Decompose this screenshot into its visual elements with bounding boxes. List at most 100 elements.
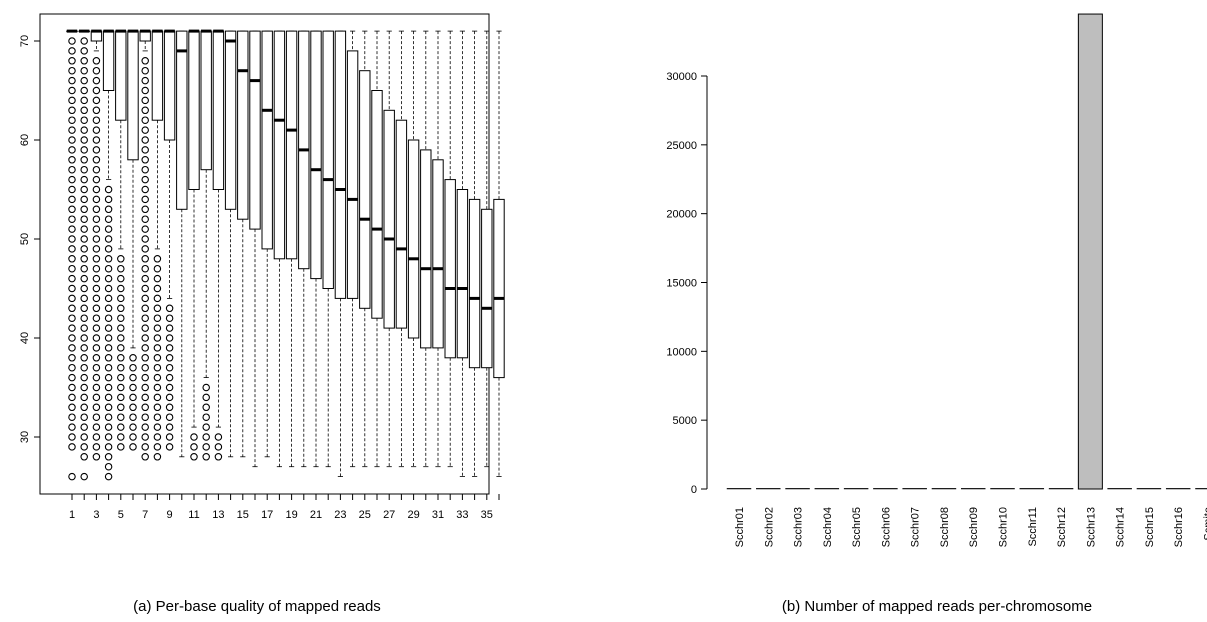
outlier-point xyxy=(68,235,76,243)
outlier-point xyxy=(202,423,210,431)
outlier-point xyxy=(214,453,223,461)
box-14 xyxy=(224,30,237,458)
outlier-point xyxy=(165,354,174,362)
outlier-point xyxy=(92,86,101,95)
outlier-point xyxy=(68,165,76,174)
outlier-point xyxy=(68,433,76,441)
x-tick-label: 3 xyxy=(93,509,99,521)
outlier-point xyxy=(165,314,174,322)
outlier-point xyxy=(80,136,88,144)
outlier-point xyxy=(92,136,101,144)
outlier-point xyxy=(80,215,88,223)
box-body xyxy=(224,30,237,210)
outlier-point xyxy=(129,413,137,421)
box-15 xyxy=(237,30,249,458)
box-21 xyxy=(310,30,322,468)
x-tick-label: 19 xyxy=(285,509,297,521)
outlier-point xyxy=(80,245,88,253)
outlier-point xyxy=(141,185,149,194)
outlier-point xyxy=(104,443,113,451)
outlier-point xyxy=(80,116,88,124)
box-body xyxy=(359,70,371,309)
outlier-point xyxy=(202,393,210,402)
x-tick-label: Scchr08 xyxy=(939,507,951,547)
outlier-point xyxy=(153,443,162,451)
outlier-point xyxy=(104,423,113,431)
bar-scchr11 xyxy=(1019,488,1045,490)
outlier-point xyxy=(202,413,210,421)
box-body xyxy=(334,30,347,299)
y-tick-label: 60 xyxy=(19,134,31,146)
bar-scchr10 xyxy=(990,488,1015,490)
outlier-point xyxy=(80,255,88,263)
bar-scchr03 xyxy=(785,488,810,490)
outlier-point xyxy=(92,116,101,124)
box-16 xyxy=(249,30,261,468)
outlier-point xyxy=(153,373,162,382)
outlier-point xyxy=(141,66,149,75)
outlier-point xyxy=(117,294,125,303)
outlier-point xyxy=(129,443,137,451)
outlier-point xyxy=(117,344,125,352)
x-tick-label: 33 xyxy=(456,509,468,521)
outlier-point xyxy=(153,334,162,342)
outlier-point xyxy=(117,423,125,431)
outlier-point xyxy=(68,146,76,154)
box-34 xyxy=(468,30,481,478)
y-tick-label: 20000 xyxy=(666,209,697,221)
bar-scchr05 xyxy=(843,488,869,490)
outlier-point xyxy=(92,334,101,342)
x-tick-label: Scmito xyxy=(1202,507,1207,541)
outlier-point xyxy=(92,383,101,392)
outlier-point xyxy=(129,354,137,362)
outlier-point xyxy=(80,37,88,45)
outlier-point xyxy=(153,255,162,263)
x-tick-label: Scchr12 xyxy=(1056,507,1068,547)
outlier-point xyxy=(68,413,76,421)
outlier-point xyxy=(80,284,88,293)
box-body xyxy=(407,139,420,339)
outlier-point xyxy=(92,185,101,194)
box-10 xyxy=(176,30,188,458)
outlier-point xyxy=(80,354,88,362)
outlier-point xyxy=(68,195,76,204)
outlier-point xyxy=(117,304,125,313)
outlier-point xyxy=(104,403,113,412)
outlier-point xyxy=(141,294,149,303)
outlier-point xyxy=(80,294,88,303)
outlier-point xyxy=(202,383,210,392)
outlier-point xyxy=(104,264,113,273)
outlier-point xyxy=(68,156,76,164)
outlier-point xyxy=(104,462,113,471)
outlier-point xyxy=(80,314,88,322)
outlier-point xyxy=(68,185,76,194)
box-12 xyxy=(200,29,212,461)
box-body xyxy=(432,159,444,349)
box-4 xyxy=(102,29,115,481)
box-body xyxy=(163,30,176,141)
outlier-point xyxy=(68,264,76,273)
outlier-point xyxy=(80,373,88,382)
outlier-point xyxy=(202,443,210,451)
outlier-point xyxy=(68,225,76,233)
outlier-point xyxy=(141,116,149,124)
outlier-point xyxy=(190,453,198,461)
box-33 xyxy=(456,30,469,478)
outlier-point xyxy=(117,383,125,392)
caption-a: (a) Per-base quality of mapped reads xyxy=(133,598,381,615)
outlier-point xyxy=(104,324,113,332)
outlier-point xyxy=(104,195,113,204)
outlier-point xyxy=(104,383,113,392)
outlier-point xyxy=(68,373,76,382)
outlier-point xyxy=(92,245,101,253)
outlier-point xyxy=(141,205,149,214)
box-body xyxy=(285,30,298,260)
box-8 xyxy=(151,29,164,461)
box-20 xyxy=(298,30,310,468)
outlier-point xyxy=(92,215,101,223)
bar-scchr15 xyxy=(1136,488,1162,490)
outlier-point xyxy=(92,96,101,105)
bar-scchr14 xyxy=(1107,488,1132,490)
